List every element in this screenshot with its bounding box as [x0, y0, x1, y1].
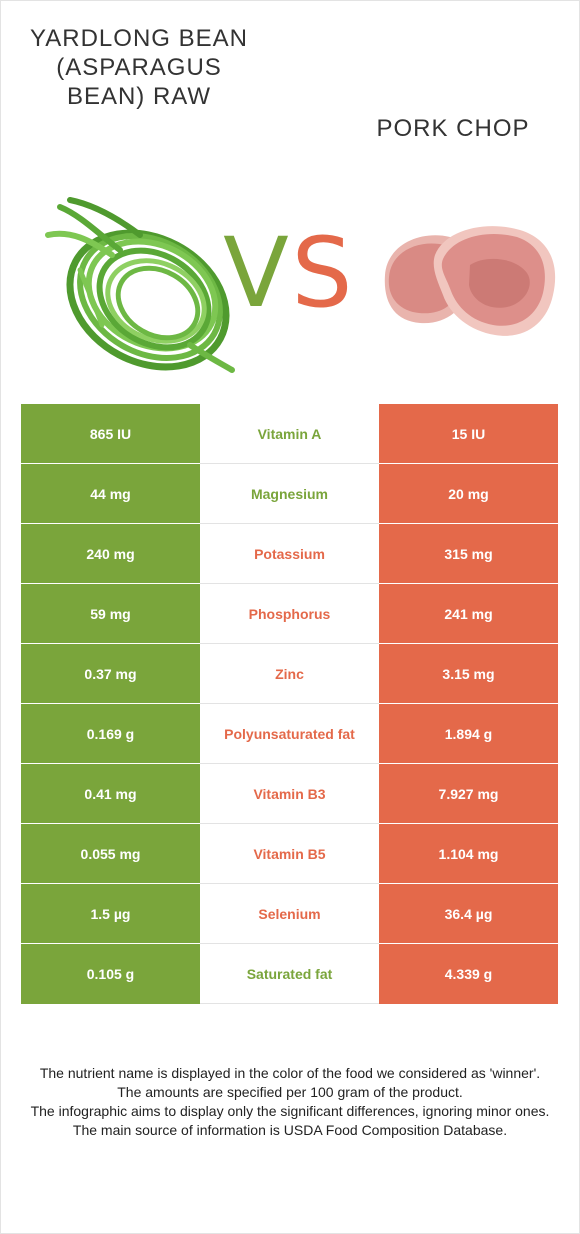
- right-value: 4.339 g: [379, 944, 558, 1004]
- table-row: 59 mg Phosphorus 241 mg: [21, 584, 558, 644]
- right-value: 1.104 mg: [379, 824, 558, 884]
- table-row: 0.055 mg Vitamin B5 1.104 mg: [21, 824, 558, 884]
- right-value: 7.927 mg: [379, 764, 558, 824]
- vs-label: V S: [223, 222, 353, 322]
- left-value: 59 mg: [21, 584, 200, 644]
- right-value: 15 IU: [379, 404, 558, 464]
- nutrient-name: Potassium: [200, 524, 379, 584]
- left-value: 0.055 mg: [21, 824, 200, 884]
- table-row: 865 IU Vitamin A 15 IU: [21, 404, 558, 464]
- left-value: 0.41 mg: [21, 764, 200, 824]
- left-value: 44 mg: [21, 464, 200, 524]
- right-value: 1.894 g: [379, 704, 558, 764]
- left-value: 0.37 mg: [21, 644, 200, 704]
- pork-chop-image: [384, 226, 556, 336]
- table-row: 0.169 g Polyunsaturated fat 1.894 g: [21, 704, 558, 764]
- nutrient-name: Magnesium: [200, 464, 379, 524]
- table-row: 240 mg Potassium 315 mg: [21, 524, 558, 584]
- yardlong-bean-image: [45, 197, 235, 373]
- footer-note: The nutrient name is displayed in the co…: [39, 1065, 541, 1081]
- nutrient-table: 865 IU Vitamin A 15 IU 44 mg Magnesium 20 mg 2…: [21, 404, 558, 1004]
- footer-note: The main source of information is USDA F…: [72, 1122, 508, 1138]
- vs-s-letter: S: [292, 222, 353, 322]
- right-value: 20 mg: [379, 464, 558, 524]
- nutrient-name: Selenium: [200, 884, 379, 944]
- right-value: 3.15 mg: [379, 644, 558, 704]
- footer-note: The amounts are specified per 100 gram o…: [117, 1084, 463, 1100]
- table-row: 0.41 mg Vitamin B3 7.927 mg: [21, 764, 558, 824]
- left-value: 240 mg: [21, 524, 200, 584]
- footer-note: The infographic aims to display only the…: [30, 1103, 550, 1119]
- left-value: 0.169 g: [21, 704, 200, 764]
- footer-notes: The nutrient name is displayed in the co…: [30, 1064, 550, 1140]
- right-value: 241 mg: [379, 584, 558, 644]
- nutrient-name: Vitamin A: [200, 404, 379, 464]
- nutrient-name: Polyunsaturated fat: [200, 704, 379, 764]
- right-food-title: Pork chop: [376, 115, 530, 142]
- table-row: 0.105 g Saturated fat 4.339 g: [21, 944, 558, 1004]
- left-value: 0.105 g: [21, 944, 200, 1004]
- right-value: 315 mg: [379, 524, 558, 584]
- vs-v-letter: V: [223, 222, 289, 322]
- nutrient-name: Phosphorus: [200, 584, 379, 644]
- table-row: 1.5 µg Selenium 36.4 µg: [21, 884, 558, 944]
- nutrient-name: Zinc: [200, 644, 379, 704]
- left-value: 1.5 µg: [21, 884, 200, 944]
- nutrient-name: Saturated fat: [200, 944, 379, 1004]
- left-food-title: Yardlong bean (Asparagus bean) raw: [30, 25, 248, 110]
- right-value: 36.4 µg: [379, 884, 558, 944]
- left-value: 865 IU: [21, 404, 200, 464]
- table-row: 44 mg Magnesium 20 mg: [21, 464, 558, 524]
- nutrient-name: Vitamin B5: [200, 824, 379, 884]
- table-row: 0.37 mg Zinc 3.15 mg: [21, 644, 558, 704]
- nutrient-name: Vitamin B3: [200, 764, 379, 824]
